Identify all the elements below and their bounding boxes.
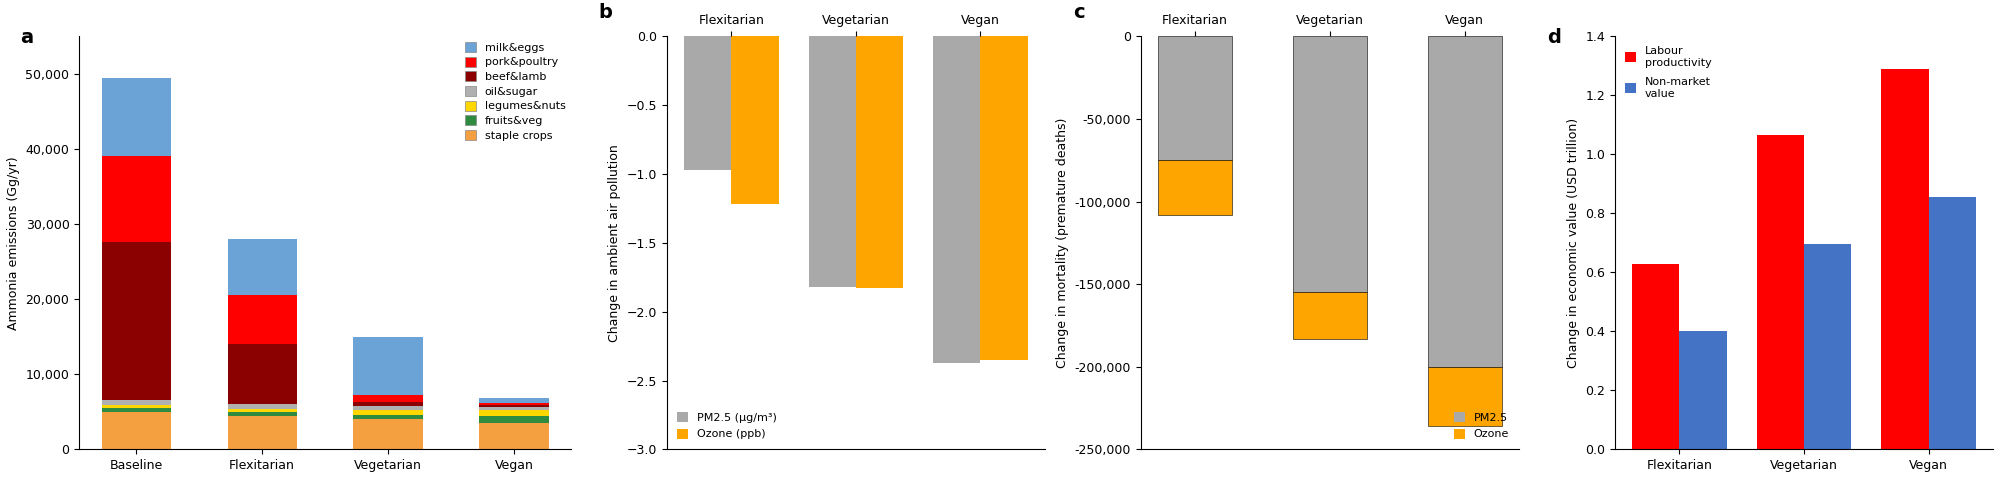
Bar	[354, 406, 422, 410]
Bar	[228, 296, 296, 344]
Text: a: a	[20, 28, 34, 47]
Bar	[1158, 160, 1232, 215]
Bar	[354, 410, 422, 415]
Bar	[480, 423, 548, 449]
Bar	[480, 410, 548, 416]
Bar	[102, 412, 170, 449]
Legend: PM2.5 (μg/m³), Ozone (ppb): PM2.5 (μg/m³), Ozone (ppb)	[672, 408, 782, 444]
Bar	[1428, 36, 1502, 367]
Legend: PM2.5, Ozone: PM2.5, Ozone	[1450, 408, 1514, 444]
Bar	[102, 408, 170, 412]
Bar	[1804, 244, 1852, 449]
Bar	[102, 78, 170, 156]
Bar	[228, 409, 296, 412]
Bar	[684, 36, 732, 170]
Bar	[1756, 135, 1804, 449]
Y-axis label: Change in mortality (premature deaths): Change in mortality (premature deaths)	[1056, 118, 1070, 368]
Bar	[1428, 367, 1502, 426]
Bar	[102, 400, 170, 405]
Bar	[480, 407, 548, 410]
Y-axis label: Change in economic value (USD trillion): Change in economic value (USD trillion)	[1566, 118, 1580, 368]
Bar	[354, 338, 422, 395]
Bar	[354, 419, 422, 449]
Bar	[1292, 36, 1366, 293]
Bar	[228, 404, 296, 409]
Bar	[1632, 263, 1680, 449]
Bar	[354, 395, 422, 402]
Y-axis label: Ammonia emissions (Gg/yr): Ammonia emissions (Gg/yr)	[6, 156, 20, 330]
Bar	[228, 416, 296, 449]
Bar	[1680, 331, 1726, 449]
Bar	[980, 36, 1028, 360]
Bar	[732, 36, 778, 205]
Bar	[228, 412, 296, 416]
Bar	[354, 402, 422, 406]
Text: c: c	[1072, 3, 1084, 23]
Legend: milk&eggs, pork&poultry, beef&lamb, oil&sugar, legumes&nuts, fruits&veg, staple : milk&eggs, pork&poultry, beef&lamb, oil&…	[464, 42, 566, 141]
Text: b: b	[598, 3, 612, 23]
Bar	[354, 415, 422, 419]
Bar	[1882, 69, 1928, 449]
Bar	[480, 416, 548, 423]
Bar	[480, 398, 548, 403]
Bar	[808, 36, 856, 287]
Legend: Labour
productivity, Non-market
value: Labour productivity, Non-market value	[1620, 42, 1716, 103]
Bar	[1158, 36, 1232, 160]
Bar	[1928, 197, 1976, 449]
Bar	[228, 344, 296, 404]
Bar	[480, 405, 548, 407]
Text: d: d	[1546, 28, 1560, 47]
Bar	[1292, 293, 1366, 339]
Bar	[480, 403, 548, 405]
Bar	[102, 405, 170, 408]
Y-axis label: Change in ambient air pollution: Change in ambient air pollution	[608, 144, 620, 342]
Bar	[102, 156, 170, 242]
Bar	[856, 36, 904, 288]
Bar	[934, 36, 980, 363]
Bar	[102, 242, 170, 400]
Bar	[228, 239, 296, 296]
